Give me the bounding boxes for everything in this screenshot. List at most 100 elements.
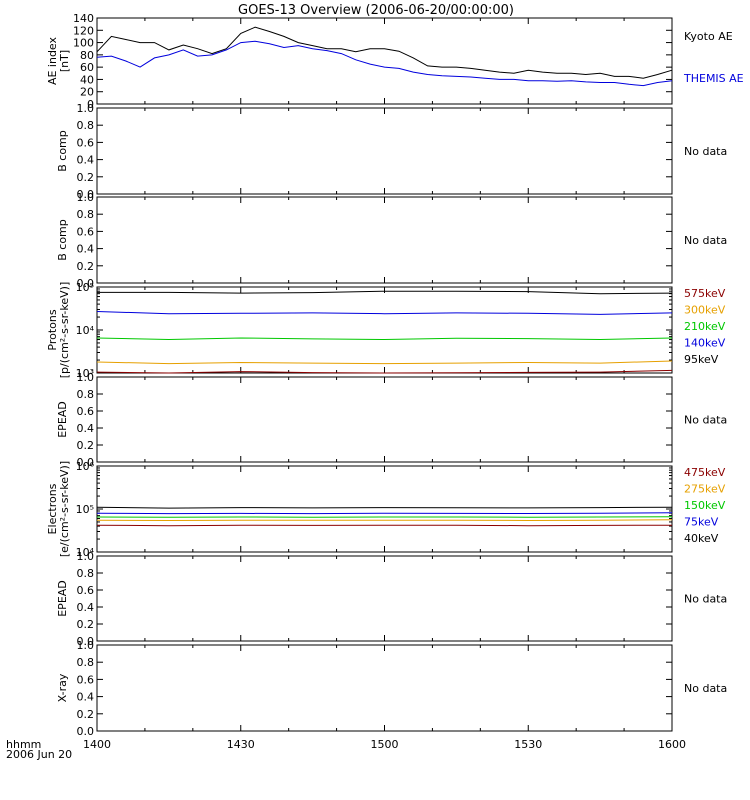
panel-protons: 10³ 10⁴ 10⁵ Protons [p/(cm²-s-sr-keV)] 575keV…	[46, 281, 726, 380]
y-tick-label: 10⁴	[76, 546, 95, 559]
x-tick-label: 1500	[371, 738, 399, 751]
panel-frame	[96, 286, 673, 374]
series-line-575kev	[96, 369, 673, 374]
panel-xray: 0.0 0.2 0.4 0.6 0.8 1.0 X-ray No data	[56, 639, 727, 738]
time-corner-label: hhmm	[6, 738, 41, 751]
panel-frame	[96, 376, 673, 463]
legend-entry: 40keV	[684, 532, 719, 545]
y-tick-label: 100	[73, 37, 94, 50]
legend-entry: 475keV	[684, 466, 726, 479]
x-tick-label: 1530	[514, 738, 542, 751]
y-tick-label: 140	[73, 12, 94, 25]
y-axis-label: [nT]	[58, 50, 71, 72]
series-line-300kev	[96, 360, 673, 365]
y-tick-label: 10⁵	[76, 281, 94, 294]
y-tick-label: 0.0	[77, 635, 95, 648]
y-tick-label: 0.8	[77, 656, 95, 669]
panel-electrons: 10⁴ 10⁵ 10⁶ Electrons [e/(cm²-s-sr-keV)] 475k…	[46, 460, 726, 559]
no-data-label: No data	[684, 414, 727, 427]
legend-entry: 210keV	[684, 320, 726, 333]
y-tick-label: 10⁵	[76, 503, 94, 516]
panel-epead1: 0.0 0.2 0.4 0.6 0.8 1.0 EPEAD No data	[56, 371, 727, 469]
time-corner-date: 2006 Jun 20	[6, 748, 72, 761]
y-tick-label: 0.6	[77, 673, 95, 686]
y-tick-label: 80	[80, 49, 94, 62]
panel-bcomp1: 0.0 0.2 0.4 0.6 0.8 1.0 B comp No data	[56, 102, 727, 201]
panel-frame	[96, 17, 673, 105]
y-tick-label: 10³	[76, 367, 94, 380]
y-tick-label: 0.8	[77, 388, 95, 401]
legend-entry: 95keV	[684, 353, 719, 366]
panel-frame	[96, 555, 673, 642]
y-tick-label: 0.8	[77, 119, 95, 132]
y-tick-label: 0.4	[77, 154, 95, 167]
y-tick-label: 0.0	[77, 725, 95, 738]
no-data-label: No data	[684, 145, 727, 158]
y-tick-label: 0.6	[77, 225, 95, 238]
y-tick-label: 40	[80, 73, 94, 86]
y-axis-label: Electrons	[46, 483, 59, 534]
legend-entry: 140keV	[684, 337, 726, 350]
y-tick-label: 10⁶	[76, 460, 95, 473]
y-tick-label: 20	[80, 86, 94, 99]
y-tick-label: 120	[73, 24, 94, 37]
figure-title: GOES-13 Overview (2006-06-20/00:00:00)	[238, 3, 514, 18]
y-tick-label: 1.0	[77, 371, 95, 384]
series-line-kyoto-ae	[96, 26, 673, 79]
y-tick-label: 0.4	[77, 243, 95, 256]
y-axis-label: B comp	[56, 219, 69, 261]
y-tick-label: 0.6	[77, 584, 95, 597]
y-tick-label: 0.8	[77, 567, 95, 580]
y-tick-label: 0.2	[77, 618, 95, 631]
y-tick-label: 60	[80, 61, 94, 74]
y-tick-label: 0.8	[77, 208, 95, 221]
panel-frame	[96, 196, 673, 284]
legend-entry: 75keV	[684, 516, 719, 529]
y-tick-label: 1.0	[77, 191, 95, 204]
panel-epead2: 0.0 0.2 0.4 0.6 0.8 1.0 EPEAD No data	[56, 550, 727, 648]
series-line-275kev	[96, 519, 673, 522]
series-line-150kev	[96, 516, 673, 518]
y-tick-label: 0.2	[77, 260, 95, 273]
series-line-475kev	[96, 524, 673, 527]
series-line-210kev	[96, 337, 673, 341]
y-axis-label: [p/(cm²-s-sr-keV)]	[58, 282, 71, 379]
panel-frame	[96, 465, 673, 553]
x-tick-label: 1400	[83, 738, 111, 751]
no-data-label: No data	[684, 234, 727, 247]
y-tick-label: 0	[87, 98, 94, 111]
y-tick-label: 0.6	[77, 405, 95, 418]
panel-frame	[96, 644, 673, 732]
legend-entry: 150keV	[684, 499, 726, 512]
y-tick-label: 0.0	[77, 456, 95, 469]
x-tick-label: 1430	[227, 738, 255, 751]
y-axis-label: X-ray	[56, 673, 69, 702]
y-tick-label: 0.2	[77, 439, 95, 452]
y-tick-label: 0.6	[77, 136, 95, 149]
y-tick-label: 10⁴	[76, 324, 95, 337]
y-tick-label: 0.2	[77, 171, 95, 184]
y-tick-label: 0.4	[77, 422, 95, 435]
panel-frame	[96, 107, 673, 195]
series-line-themis-ae	[96, 40, 673, 87]
y-axis-label: EPEAD	[56, 580, 69, 617]
y-axis-label: Protons	[46, 309, 59, 350]
series-line-75kev	[96, 512, 673, 515]
no-data-label: No data	[684, 682, 727, 695]
y-tick-label: 0.0	[77, 277, 95, 290]
y-tick-label: 1.0	[77, 550, 95, 563]
legend-entry: THEMIS AE	[683, 72, 744, 85]
panel-bcomp2: 0.0 0.2 0.4 0.6 0.8 1.0 B comp No data	[56, 191, 727, 290]
legend-entry: 575keV	[684, 287, 726, 300]
y-tick-label: 0.4	[77, 601, 95, 614]
y-tick-label: 1.0	[77, 102, 95, 115]
y-tick-label: 0.2	[77, 708, 95, 721]
time-axis: 1400 1430 1500 1530 1600	[83, 738, 686, 751]
no-data-label: No data	[684, 593, 727, 606]
legend-entry: 300keV	[684, 304, 726, 317]
y-tick-label: 1.0	[77, 639, 95, 652]
series-line-140kev	[96, 311, 673, 315]
x-tick-label: 1600	[658, 738, 686, 751]
y-tick-label: 0.0	[77, 188, 95, 201]
